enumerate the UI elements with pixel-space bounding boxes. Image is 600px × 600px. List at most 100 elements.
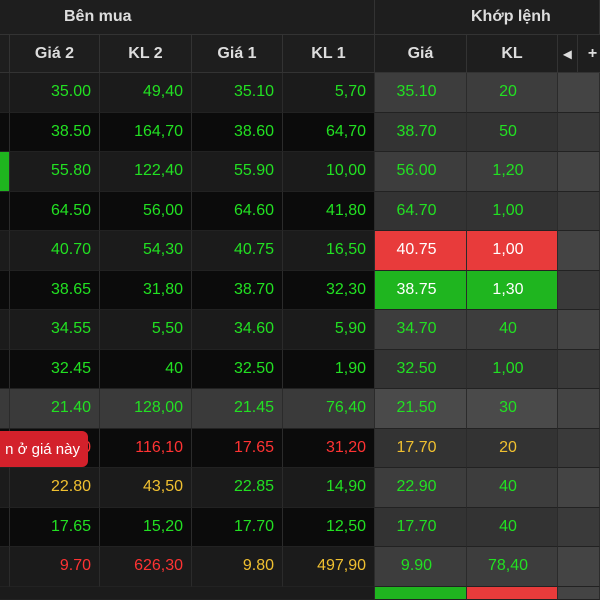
cell: 1,20	[467, 152, 558, 192]
cell: 1,90	[283, 349, 375, 389]
column-header: KL	[467, 35, 558, 73]
cell: 1,00	[467, 349, 558, 389]
extra-cell	[558, 507, 600, 547]
cell: 43,50	[100, 468, 192, 508]
cell: 55.80	[10, 152, 100, 192]
row-stub	[558, 586, 600, 600]
header-cell	[0, 35, 10, 73]
cell: 41,80	[283, 191, 375, 231]
cell: 5,70	[283, 73, 375, 113]
cell: 38.60	[192, 112, 283, 152]
cell: 5,90	[283, 310, 375, 350]
cell: 38.70	[192, 270, 283, 310]
cell: 78,40	[467, 547, 558, 587]
cell: 56,00	[100, 191, 192, 231]
cell: 38.75	[375, 270, 467, 310]
cell: 64,70	[283, 112, 375, 152]
cell: 34.60	[192, 310, 283, 350]
cell: 31,20	[283, 428, 375, 468]
cell: 64.50	[10, 191, 100, 231]
cell: 22.85	[192, 468, 283, 508]
cell: 54,30	[100, 231, 192, 271]
group-header: Khớp lệnh	[375, 0, 600, 35]
cell: 17.65	[10, 507, 100, 547]
cell: 32.50	[192, 349, 283, 389]
column-header: Giá 1	[192, 35, 283, 73]
edge-cell	[0, 270, 10, 310]
extra-cell	[558, 112, 600, 152]
cell: 626,30	[100, 547, 192, 587]
extra-cell	[558, 389, 600, 429]
cell: 40	[467, 468, 558, 508]
cell: 164,70	[100, 112, 192, 152]
cell: 9.70	[10, 547, 100, 587]
extra-cell	[558, 231, 600, 271]
group-header: Bên mua	[0, 0, 375, 35]
cell: 17.70	[375, 507, 467, 547]
cell: 32,30	[283, 270, 375, 310]
cell: 5,50	[100, 310, 192, 350]
cell: 38.50	[10, 112, 100, 152]
column-header: Giá	[375, 35, 467, 73]
cell: 22.80	[10, 468, 100, 508]
row-stub	[0, 586, 375, 600]
cell: 40.75	[375, 231, 467, 271]
edge-cell	[0, 73, 10, 113]
extra-cell	[558, 191, 600, 231]
cell: 76,40	[283, 389, 375, 429]
cell: 21.40	[10, 389, 100, 429]
scroll-button[interactable]: +	[578, 35, 600, 73]
cell: 55.90	[192, 152, 283, 192]
extra-cell	[558, 428, 600, 468]
edge-cell	[0, 112, 10, 152]
cell: 35.10	[192, 73, 283, 113]
cell: 35.10	[375, 73, 467, 113]
cell: 34.70	[375, 310, 467, 350]
edge-cell	[0, 468, 10, 508]
cell: 30	[467, 389, 558, 429]
cell: 35.00	[10, 73, 100, 113]
cell: 9.90	[375, 547, 467, 587]
row-stub	[375, 586, 467, 600]
cell: 9.80	[192, 547, 283, 587]
cell: 64.60	[192, 191, 283, 231]
cell: 32.45	[10, 349, 100, 389]
edge-cell	[0, 507, 10, 547]
cell: 49,40	[100, 73, 192, 113]
edge-cell	[0, 547, 10, 587]
cell: 40	[467, 507, 558, 547]
edge-cell	[0, 191, 10, 231]
row-stub	[467, 586, 558, 600]
cell: 34.55	[10, 310, 100, 350]
cell: 116,10	[100, 428, 192, 468]
column-header: Giá 2	[10, 35, 100, 73]
cell: 21.50	[375, 389, 467, 429]
cell: 122,40	[100, 152, 192, 192]
edge-cell	[0, 152, 10, 192]
cell: 128,00	[100, 389, 192, 429]
edge-cell	[0, 310, 10, 350]
cell: 40	[100, 349, 192, 389]
cell: 16,50	[283, 231, 375, 271]
edge-cell	[0, 349, 10, 389]
extra-cell	[558, 349, 600, 389]
cell: 64.70	[375, 191, 467, 231]
cell: 32.50	[375, 349, 467, 389]
extra-cell	[558, 468, 600, 508]
cell: 12,50	[283, 507, 375, 547]
column-header: KL 2	[100, 35, 192, 73]
tooltip: n ở giá này	[0, 431, 88, 467]
extra-cell	[558, 270, 600, 310]
cell: 17.70	[192, 507, 283, 547]
edge-cell	[0, 231, 10, 271]
cell: 17.65	[192, 428, 283, 468]
extra-cell	[558, 547, 600, 587]
cell: 17.70	[375, 428, 467, 468]
cell: 38.70	[375, 112, 467, 152]
cell: 21.45	[192, 389, 283, 429]
edge-cell	[0, 389, 10, 429]
cell: 40.70	[10, 231, 100, 271]
extra-cell	[558, 73, 600, 113]
scroll-button[interactable]: ◂	[558, 35, 578, 73]
